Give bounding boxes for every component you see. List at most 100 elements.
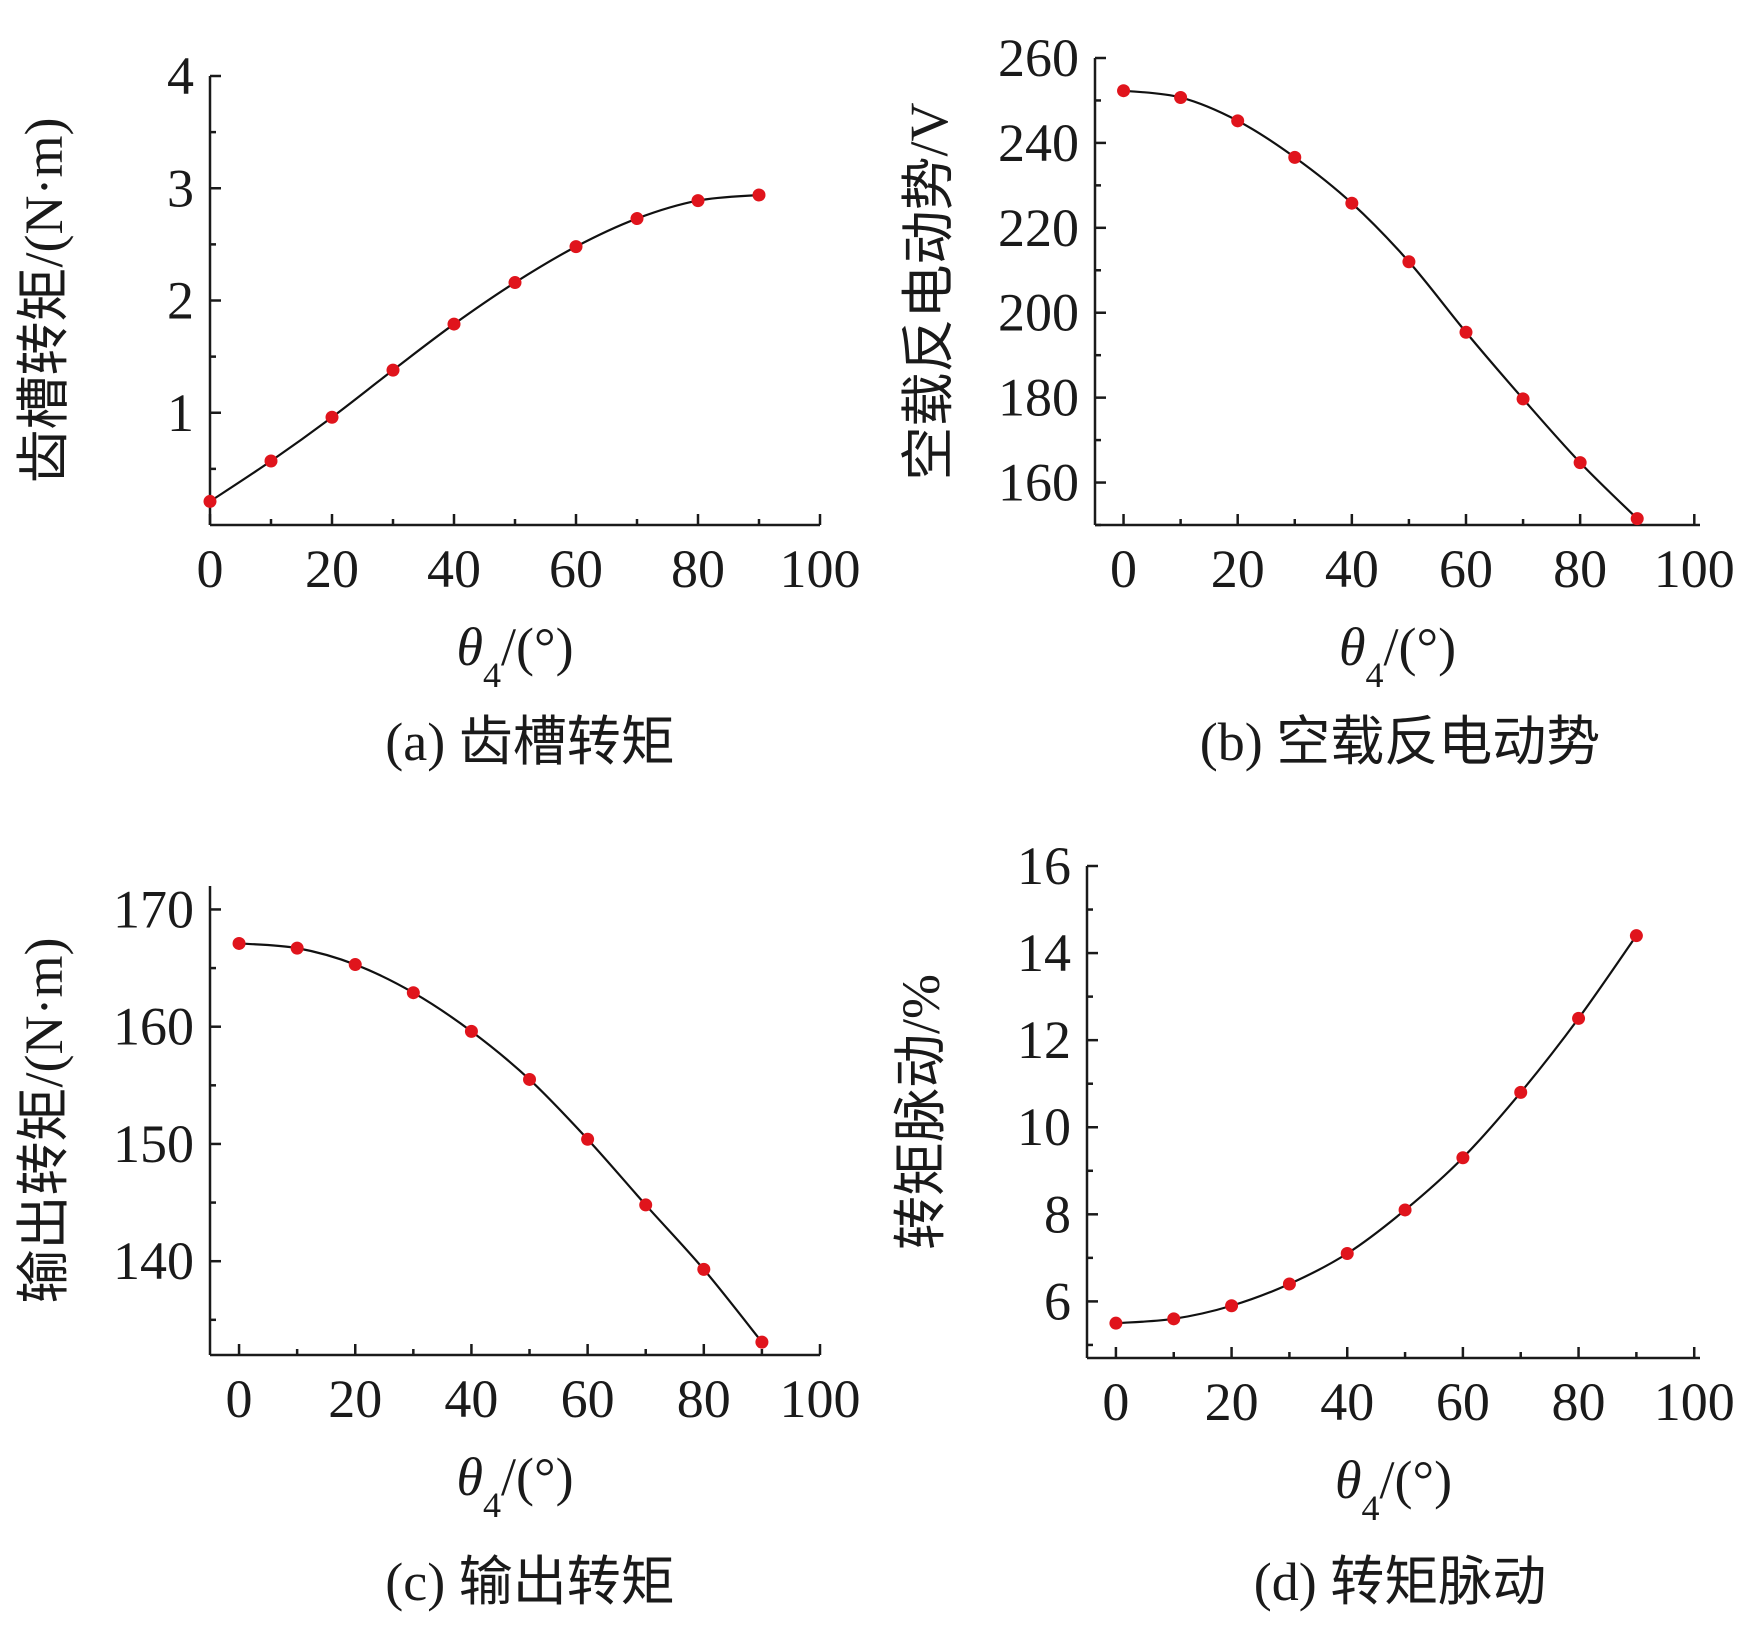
x-tick-label: 80 xyxy=(671,539,725,599)
data-point xyxy=(1231,114,1245,128)
x-tick-label: 40 xyxy=(444,1369,498,1429)
x-axis-title: θ4/(°) xyxy=(1339,617,1456,695)
x-tick-label: 40 xyxy=(1325,539,1379,599)
x-tick-label: 60 xyxy=(1439,539,1493,599)
data-point xyxy=(639,1198,653,1212)
data-point xyxy=(1288,150,1302,164)
series-line xyxy=(1123,89,1638,520)
x-tick-label: 0 xyxy=(226,1369,253,1429)
x-tick-label: 100 xyxy=(780,539,861,599)
y-tick-label: 12 xyxy=(1017,1010,1071,1070)
data-point xyxy=(1516,392,1530,406)
data-point xyxy=(203,494,217,508)
y-tick-label: 3 xyxy=(167,158,194,218)
x-tick-label: 100 xyxy=(1654,1372,1735,1432)
data-point xyxy=(691,194,705,208)
data-point xyxy=(581,1132,595,1146)
x-tick-label: 20 xyxy=(328,1369,382,1429)
y-tick-label: 150 xyxy=(113,1114,194,1174)
x-tick-label: 100 xyxy=(1654,539,1735,599)
y-axis-title: 输出转矩/(N·m) xyxy=(14,938,74,1304)
y-axis-title: 转矩脉动/% xyxy=(891,974,951,1250)
data-point xyxy=(348,958,362,972)
data-point xyxy=(755,1335,769,1349)
chart-panel-d: 0 20 40 60 80 100 6 8 10 12 14 16 θ4/(°) 转矩脉动/% (d) 转矩… xyxy=(891,836,1735,1612)
data-point xyxy=(1459,325,1473,339)
y-tick-label: 10 xyxy=(1017,1097,1071,1157)
data-point xyxy=(569,240,583,254)
chart-caption: (b) 空载反电动势 xyxy=(1200,712,1600,772)
x-axis-title: θ4/(°) xyxy=(456,1447,573,1525)
data-point xyxy=(508,276,522,290)
y-tick-label: 160 xyxy=(998,453,1079,513)
y-tick-label: 200 xyxy=(998,283,1079,343)
data-point xyxy=(464,1024,478,1038)
data-point xyxy=(1573,456,1587,470)
x-axis-title: θ4/(°) xyxy=(456,617,573,695)
data-point xyxy=(630,212,644,226)
chart-caption: (c) 输出转矩 xyxy=(385,1552,674,1612)
data-point xyxy=(1572,1011,1586,1025)
series-line xyxy=(1115,935,1638,1325)
x-tick-label: 40 xyxy=(427,539,481,599)
x-axis-title: θ4/(°) xyxy=(1335,1450,1452,1528)
data-point xyxy=(325,410,339,424)
y-tick-label: 16 xyxy=(1017,836,1071,896)
chart-panel-b: 0 20 40 60 80 100 160 180 200 220 240 260 θ4/(°) 空载反电… xyxy=(899,28,1735,772)
y-axis-title: 空载反电动势/V xyxy=(899,102,959,480)
data-point xyxy=(1340,1247,1354,1261)
data-point xyxy=(1630,512,1644,526)
data-point xyxy=(1456,1151,1470,1165)
x-tick-label: 80 xyxy=(1553,539,1607,599)
x-tick-label: 100 xyxy=(780,1369,861,1429)
series-line xyxy=(238,942,763,1343)
x-tick-label: 60 xyxy=(561,1369,615,1429)
data-point xyxy=(523,1072,537,1086)
y-tick-label: 8 xyxy=(1044,1184,1071,1244)
y-tick-label: 240 xyxy=(998,113,1079,173)
series-line xyxy=(209,193,760,503)
data-point xyxy=(697,1262,711,1276)
y-tick-label: 4 xyxy=(167,46,194,106)
y-tick-label: 140 xyxy=(113,1231,194,1291)
data-point xyxy=(232,936,246,950)
data-point xyxy=(1514,1085,1528,1099)
x-tick-label: 80 xyxy=(1552,1372,1606,1432)
data-point xyxy=(1225,1299,1239,1313)
x-tick-label: 0 xyxy=(197,539,224,599)
x-tick-label: 20 xyxy=(305,539,359,599)
data-point xyxy=(1629,929,1643,943)
x-tick-label: 0 xyxy=(1102,1372,1129,1432)
y-tick-label: 6 xyxy=(1044,1271,1071,1331)
data-point xyxy=(406,986,420,1000)
y-tick-label: 220 xyxy=(998,198,1079,258)
y-tick-label: 180 xyxy=(998,368,1079,428)
data-point xyxy=(1282,1277,1296,1291)
y-tick-label: 14 xyxy=(1017,923,1071,983)
x-tick-label: 20 xyxy=(1211,539,1265,599)
x-tick-label: 60 xyxy=(549,539,603,599)
chart-panel-c: 0 20 40 60 80 100 140 150 160 170 θ4/(°) 输出转矩/(N·m)… xyxy=(14,879,861,1612)
x-tick-label: 60 xyxy=(1436,1372,1490,1432)
data-point xyxy=(386,363,400,377)
y-tick-label: 160 xyxy=(113,997,194,1057)
data-point xyxy=(290,941,304,955)
data-point xyxy=(1167,1312,1181,1326)
data-point xyxy=(752,188,766,202)
data-point xyxy=(447,317,461,331)
x-tick-label: 0 xyxy=(1110,539,1137,599)
y-tick-label: 2 xyxy=(167,271,194,331)
data-point xyxy=(1174,90,1188,104)
chart-caption: (d) 转矩脉动 xyxy=(1254,1552,1546,1612)
data-point xyxy=(1109,1316,1123,1330)
data-point xyxy=(264,454,278,468)
y-tick-label: 260 xyxy=(998,28,1079,88)
x-tick-label: 20 xyxy=(1205,1372,1259,1432)
chart-panel-a: 0 20 40 60 80 100 1 2 3 4 θ4/(°) 齿槽转矩/(N·m) (a) 齿槽转矩 xyxy=(14,46,861,772)
data-point xyxy=(1345,196,1359,210)
x-tick-label: 80 xyxy=(677,1369,731,1429)
y-tick-label: 170 xyxy=(113,879,194,939)
y-axis-title: 齿槽转矩/(N·m) xyxy=(14,118,74,484)
chart-caption: (a) 齿槽转矩 xyxy=(385,712,674,772)
